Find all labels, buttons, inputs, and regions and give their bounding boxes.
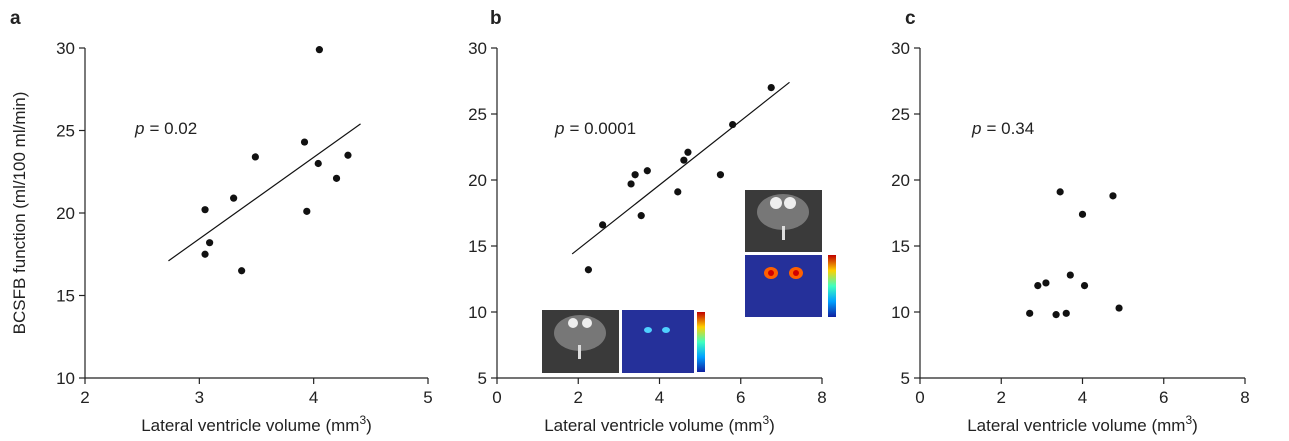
- x-axis-label-sup: 3: [1185, 413, 1192, 427]
- panel-label: c: [905, 8, 916, 29]
- annotation-text: = 0.34: [986, 119, 1034, 138]
- y-tick-label: 25: [468, 105, 487, 124]
- y-tick-label: 15: [891, 237, 910, 256]
- trend-line: [571, 81, 790, 255]
- point: [303, 207, 311, 215]
- point: [206, 239, 214, 247]
- annotation-var: p: [971, 119, 981, 138]
- x-axis-label-sup: 3: [359, 413, 366, 427]
- x-tick-label: 8: [1240, 388, 1249, 407]
- inset-right: [745, 190, 836, 317]
- annotation-var: p: [554, 119, 564, 138]
- point: [627, 180, 635, 188]
- point: [643, 167, 651, 175]
- annotation: p = 0.34: [971, 119, 1034, 138]
- x-axis-label-text: Lateral ventricle volume (mm: [967, 416, 1185, 435]
- point: [251, 153, 259, 161]
- y-tick-label: 15: [56, 287, 75, 306]
- point: [1066, 271, 1074, 279]
- x-axis-label: Lateral ventricle volume (mm3): [967, 413, 1198, 435]
- x-axis-label-text: Lateral ventricle volume (mm: [544, 416, 762, 435]
- point: [729, 120, 737, 129]
- annotation: p = 0.0001: [554, 119, 636, 138]
- point: [201, 206, 209, 214]
- point: [631, 171, 639, 179]
- y-tick-label: 5: [478, 369, 487, 388]
- y-tick-label: 20: [891, 171, 910, 190]
- x-tick-label: 8: [817, 388, 826, 407]
- y-tick-label: 20: [56, 204, 75, 223]
- inset-bottom-left: [542, 310, 705, 373]
- point: [1062, 309, 1070, 317]
- x-tick-label: 2: [80, 388, 89, 407]
- point: [1115, 304, 1123, 312]
- panel-label: a: [10, 8, 21, 29]
- panel-label: b: [490, 8, 502, 29]
- point: [332, 174, 341, 182]
- annotation-var: p: [134, 119, 144, 138]
- point: [300, 138, 309, 146]
- y-tick-label: 5: [901, 369, 910, 388]
- point: [680, 156, 688, 164]
- annotation-text: = 0.02: [149, 119, 197, 138]
- x-tick-label: 5: [423, 388, 432, 407]
- point: [584, 266, 593, 274]
- x-tick-label: 2: [574, 388, 583, 407]
- x-tick-label: 2: [997, 388, 1006, 407]
- annotation: p = 0.02: [134, 119, 197, 138]
- point: [599, 221, 607, 229]
- y-tick-label: 30: [891, 39, 910, 58]
- x-tick-label: 0: [915, 388, 924, 407]
- y-tick-label: 25: [891, 105, 910, 124]
- y-tick-label: 30: [468, 39, 487, 58]
- point: [674, 188, 682, 196]
- y-tick-label: 10: [468, 303, 487, 322]
- annotation-text: = 0.0001: [569, 119, 636, 138]
- y-tick-label: 20: [468, 171, 487, 190]
- x-tick-label: 4: [309, 388, 318, 407]
- point: [684, 148, 692, 156]
- trend-line: [168, 123, 361, 262]
- y-axis-label: BCSFB function (ml/100 ml/min): [10, 92, 29, 335]
- panel: a 10 15 20 25 30 2 3 4 5 Lateral ventricle volume …: [10, 8, 433, 435]
- x-tick-label: 4: [1078, 388, 1087, 407]
- point: [315, 46, 323, 54]
- point: [716, 171, 725, 179]
- point: [1034, 282, 1042, 290]
- panel: b 5 10 15 20 25 30 0 2 4 6 8 Lateral ventricle volum…: [468, 8, 827, 435]
- point: [1042, 279, 1050, 287]
- x-tick-label: 6: [1159, 388, 1168, 407]
- point: [1109, 192, 1117, 200]
- y-tick-label: 30: [56, 39, 75, 58]
- point: [1080, 282, 1089, 290]
- x-tick-label: 6: [736, 388, 745, 407]
- panel: c 5 10 15 20 25 30 0 2 4 6 8 Lateral ventricle volum…: [891, 8, 1250, 435]
- x-axis-label-sup: 3: [762, 413, 769, 427]
- x-axis-label-text: Lateral ventricle volume (mm: [141, 416, 359, 435]
- x-tick-label: 0: [492, 388, 501, 407]
- point: [1052, 311, 1060, 319]
- y-tick-label: 10: [891, 303, 910, 322]
- x-axis-label-end: ): [769, 416, 775, 435]
- point: [1078, 210, 1087, 218]
- point: [201, 250, 209, 258]
- point: [238, 267, 246, 275]
- y-tick-label: 25: [56, 122, 75, 141]
- point: [1056, 188, 1064, 196]
- x-axis-label: Lateral ventricle volume (mm3): [141, 413, 372, 435]
- y-tick-label: 10: [56, 369, 75, 388]
- point: [230, 194, 238, 202]
- x-tick-label: 4: [655, 388, 664, 407]
- point: [314, 159, 322, 168]
- x-axis-label: Lateral ventricle volume (mm3): [544, 413, 775, 435]
- y-tick-label: 15: [468, 237, 487, 256]
- point: [1026, 309, 1034, 317]
- x-axis-label-end: ): [366, 416, 372, 435]
- point: [344, 151, 352, 159]
- point: [767, 84, 775, 92]
- x-tick-label: 3: [195, 388, 204, 407]
- x-axis-label-end: ): [1192, 416, 1198, 435]
- point: [637, 212, 645, 220]
